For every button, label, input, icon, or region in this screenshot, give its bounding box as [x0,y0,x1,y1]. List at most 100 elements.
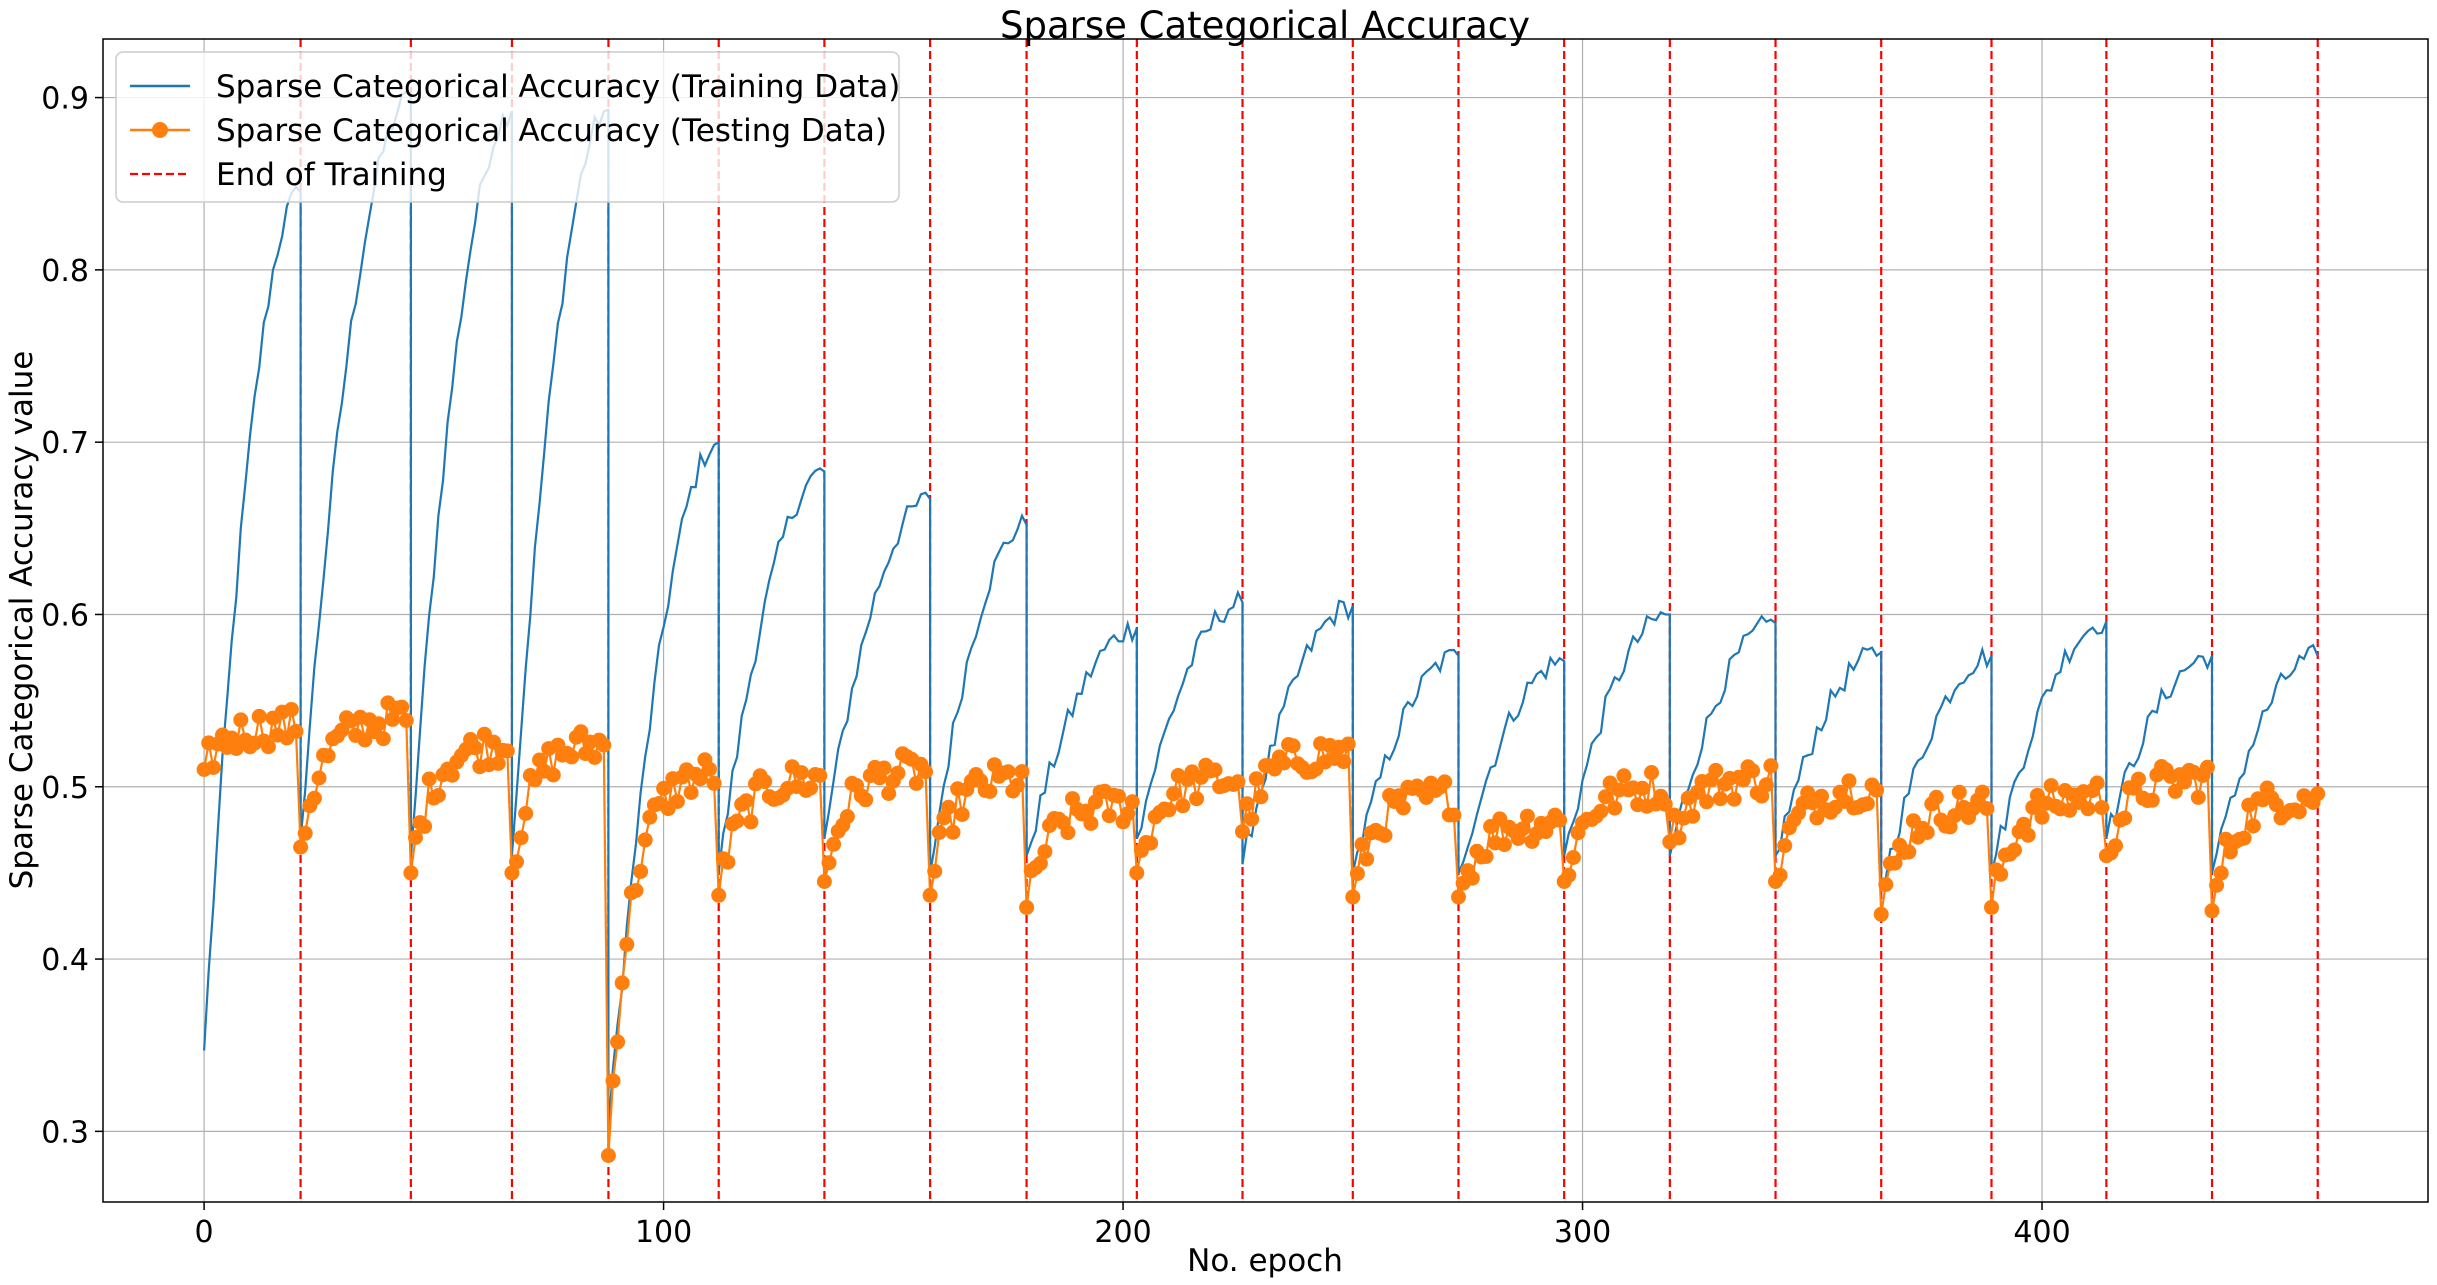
testing-point [1189,791,1205,807]
testing-point [334,722,350,738]
testing-point [706,775,722,791]
testing-point [408,830,423,845]
testing-point [1758,777,1774,793]
testing-point [1336,754,1352,770]
testing-point [1129,865,1145,881]
testing-point [890,765,906,781]
y-tick-label: 0.5 [41,771,89,806]
testing-point [2236,830,2252,846]
testing-point [1359,851,1375,867]
testing-point [564,749,580,765]
testing-point [1276,755,1292,771]
testing-point [2190,789,2206,805]
testing-point [403,865,419,881]
testing-point [1253,789,1269,805]
testing-point [1446,807,1462,823]
grid-lines [103,39,2428,1202]
testing-point [490,755,506,771]
testing-point [637,832,653,848]
testing-point [1979,801,1995,817]
testing-point [1120,806,1136,822]
testing-point [1345,889,1361,905]
testing-point [1901,844,1917,860]
testing-point [1235,824,1250,840]
x-tick-label: 400 [2013,1215,2070,1250]
y-axis-ticks: 0.3 0.4 0.5 0.6 0.7 0.8 0.9 [41,82,103,1150]
y-tick-label: 0.9 [41,82,89,117]
testing-point [398,713,414,728]
testing-point [2213,865,2229,881]
legend-box [115,51,900,203]
testing-point [2131,771,2146,787]
testing-point [1161,802,1177,818]
testing-point [1754,788,1770,804]
testing-point [1873,906,1889,922]
testing-point [1699,794,1715,810]
testing-point [233,712,249,728]
testing-point [1708,762,1724,778]
testing-point [293,839,309,855]
testing-point [633,863,649,879]
testing-point [1942,819,1958,835]
testing-point [600,1148,616,1163]
testing-point [297,825,313,841]
testing-point [619,936,635,952]
testing-point [738,793,754,809]
testing-point [793,765,809,781]
testing-point [573,724,589,740]
testing-point [2144,792,2160,808]
x-tick-label: 0 [195,1215,214,1250]
testing-point [826,836,842,852]
testing-point [1616,768,1632,784]
testing-point [1124,794,1140,810]
testing-point [1354,836,1370,852]
testing-point [908,775,924,791]
testing-point [1496,837,1512,853]
testing-point [260,739,276,755]
testing-point [375,731,391,747]
testing-point [876,760,892,776]
testing-point [692,771,708,787]
testing-point [1777,838,1793,854]
testing-point [803,780,819,796]
testing-point [2025,799,2041,815]
testing-point [1437,774,1453,790]
testing-point [288,723,304,739]
testing-point [1207,762,1223,778]
testing-point [1869,782,1885,798]
testing-point [1349,866,1365,882]
testing-point [922,887,938,903]
testing-point [2094,800,2110,816]
testing-point [656,780,672,796]
testing-point [2007,842,2022,858]
testing-point [816,874,832,889]
testing-point [1951,784,1967,800]
x-tick-label: 200 [1094,1215,1151,1250]
testing-point [1395,800,1411,816]
legend-training-label: Sparse Categorical Accuracy (Training Da… [216,69,900,105]
testing-point [545,767,561,783]
testing-point [669,794,685,809]
testing-point [945,824,961,840]
testing-point [1239,796,1255,812]
testing-point [743,814,759,830]
testing-point [2291,804,2307,820]
testing-point [509,854,524,870]
testing-point [499,743,515,759]
testing-point [702,761,717,777]
testing-point [918,764,933,780]
testing-series [196,695,2326,1163]
testing-point [596,737,612,753]
testing-point [2245,818,2261,834]
testing-point [430,788,446,803]
testing-point [306,790,322,806]
testing-point [1657,796,1673,812]
y-tick-label: 0.4 [41,943,89,978]
x-tick-label: 100 [635,1215,692,1250]
testing-point [1143,835,1159,851]
testing-point [1841,773,1857,789]
x-tick-label: 300 [1554,1215,1611,1250]
y-tick-label: 0.7 [41,426,89,461]
testing-point [587,749,603,765]
testing-point [1671,830,1687,846]
